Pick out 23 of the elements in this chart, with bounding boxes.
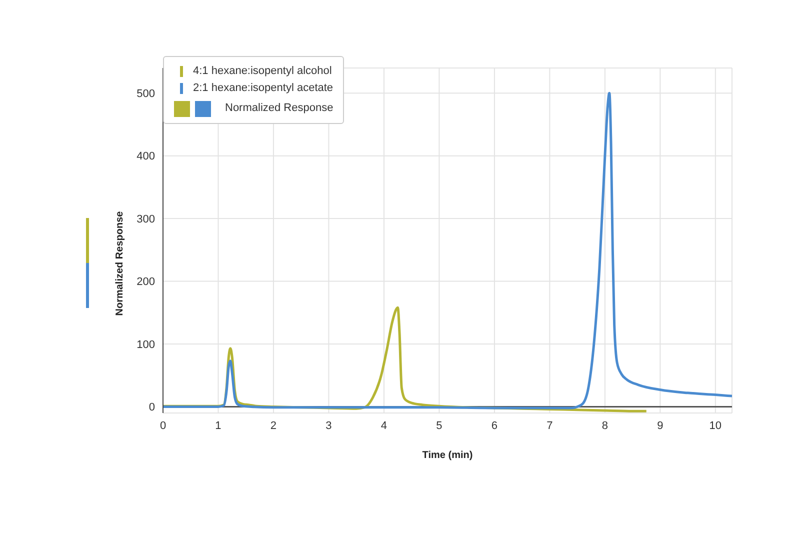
x-tick-label: 2 [270, 420, 277, 432]
y-tick-label: 400 [136, 150, 155, 163]
x-tick-label: 5 [436, 420, 442, 432]
x-tick-label: 0 [160, 420, 166, 432]
line-series [163, 92, 732, 410]
x-tick-label: 10 [709, 420, 722, 432]
y-tick-label: 200 [136, 276, 155, 288]
x-tick-label: 3 [326, 420, 332, 432]
y-tick-label: 100 [136, 338, 155, 351]
x-tick-label: 4 [380, 420, 388, 432]
x-tick-label: 8 [602, 420, 608, 432]
x-tick-label: 1 [215, 420, 222, 432]
legend-title: Normalized Response [225, 101, 334, 116]
x-tick-label: 7 [546, 420, 553, 432]
legend-label: 2:1 hexane:isopentyl acetate [192, 81, 334, 96]
x-tick-label: 6 [491, 420, 498, 432]
y-axis-title: Normalized Response [114, 210, 126, 316]
x-axis-title: Time (min) [422, 450, 473, 461]
y-tick-label: 500 [136, 88, 155, 100]
legend-label: 4:1 hexane:isopentyl alcohol [192, 64, 333, 79]
x-tick-label: 9 [657, 420, 664, 432]
y-tick-label: 300 [136, 213, 155, 226]
y-tick-label: 0 [148, 402, 155, 414]
